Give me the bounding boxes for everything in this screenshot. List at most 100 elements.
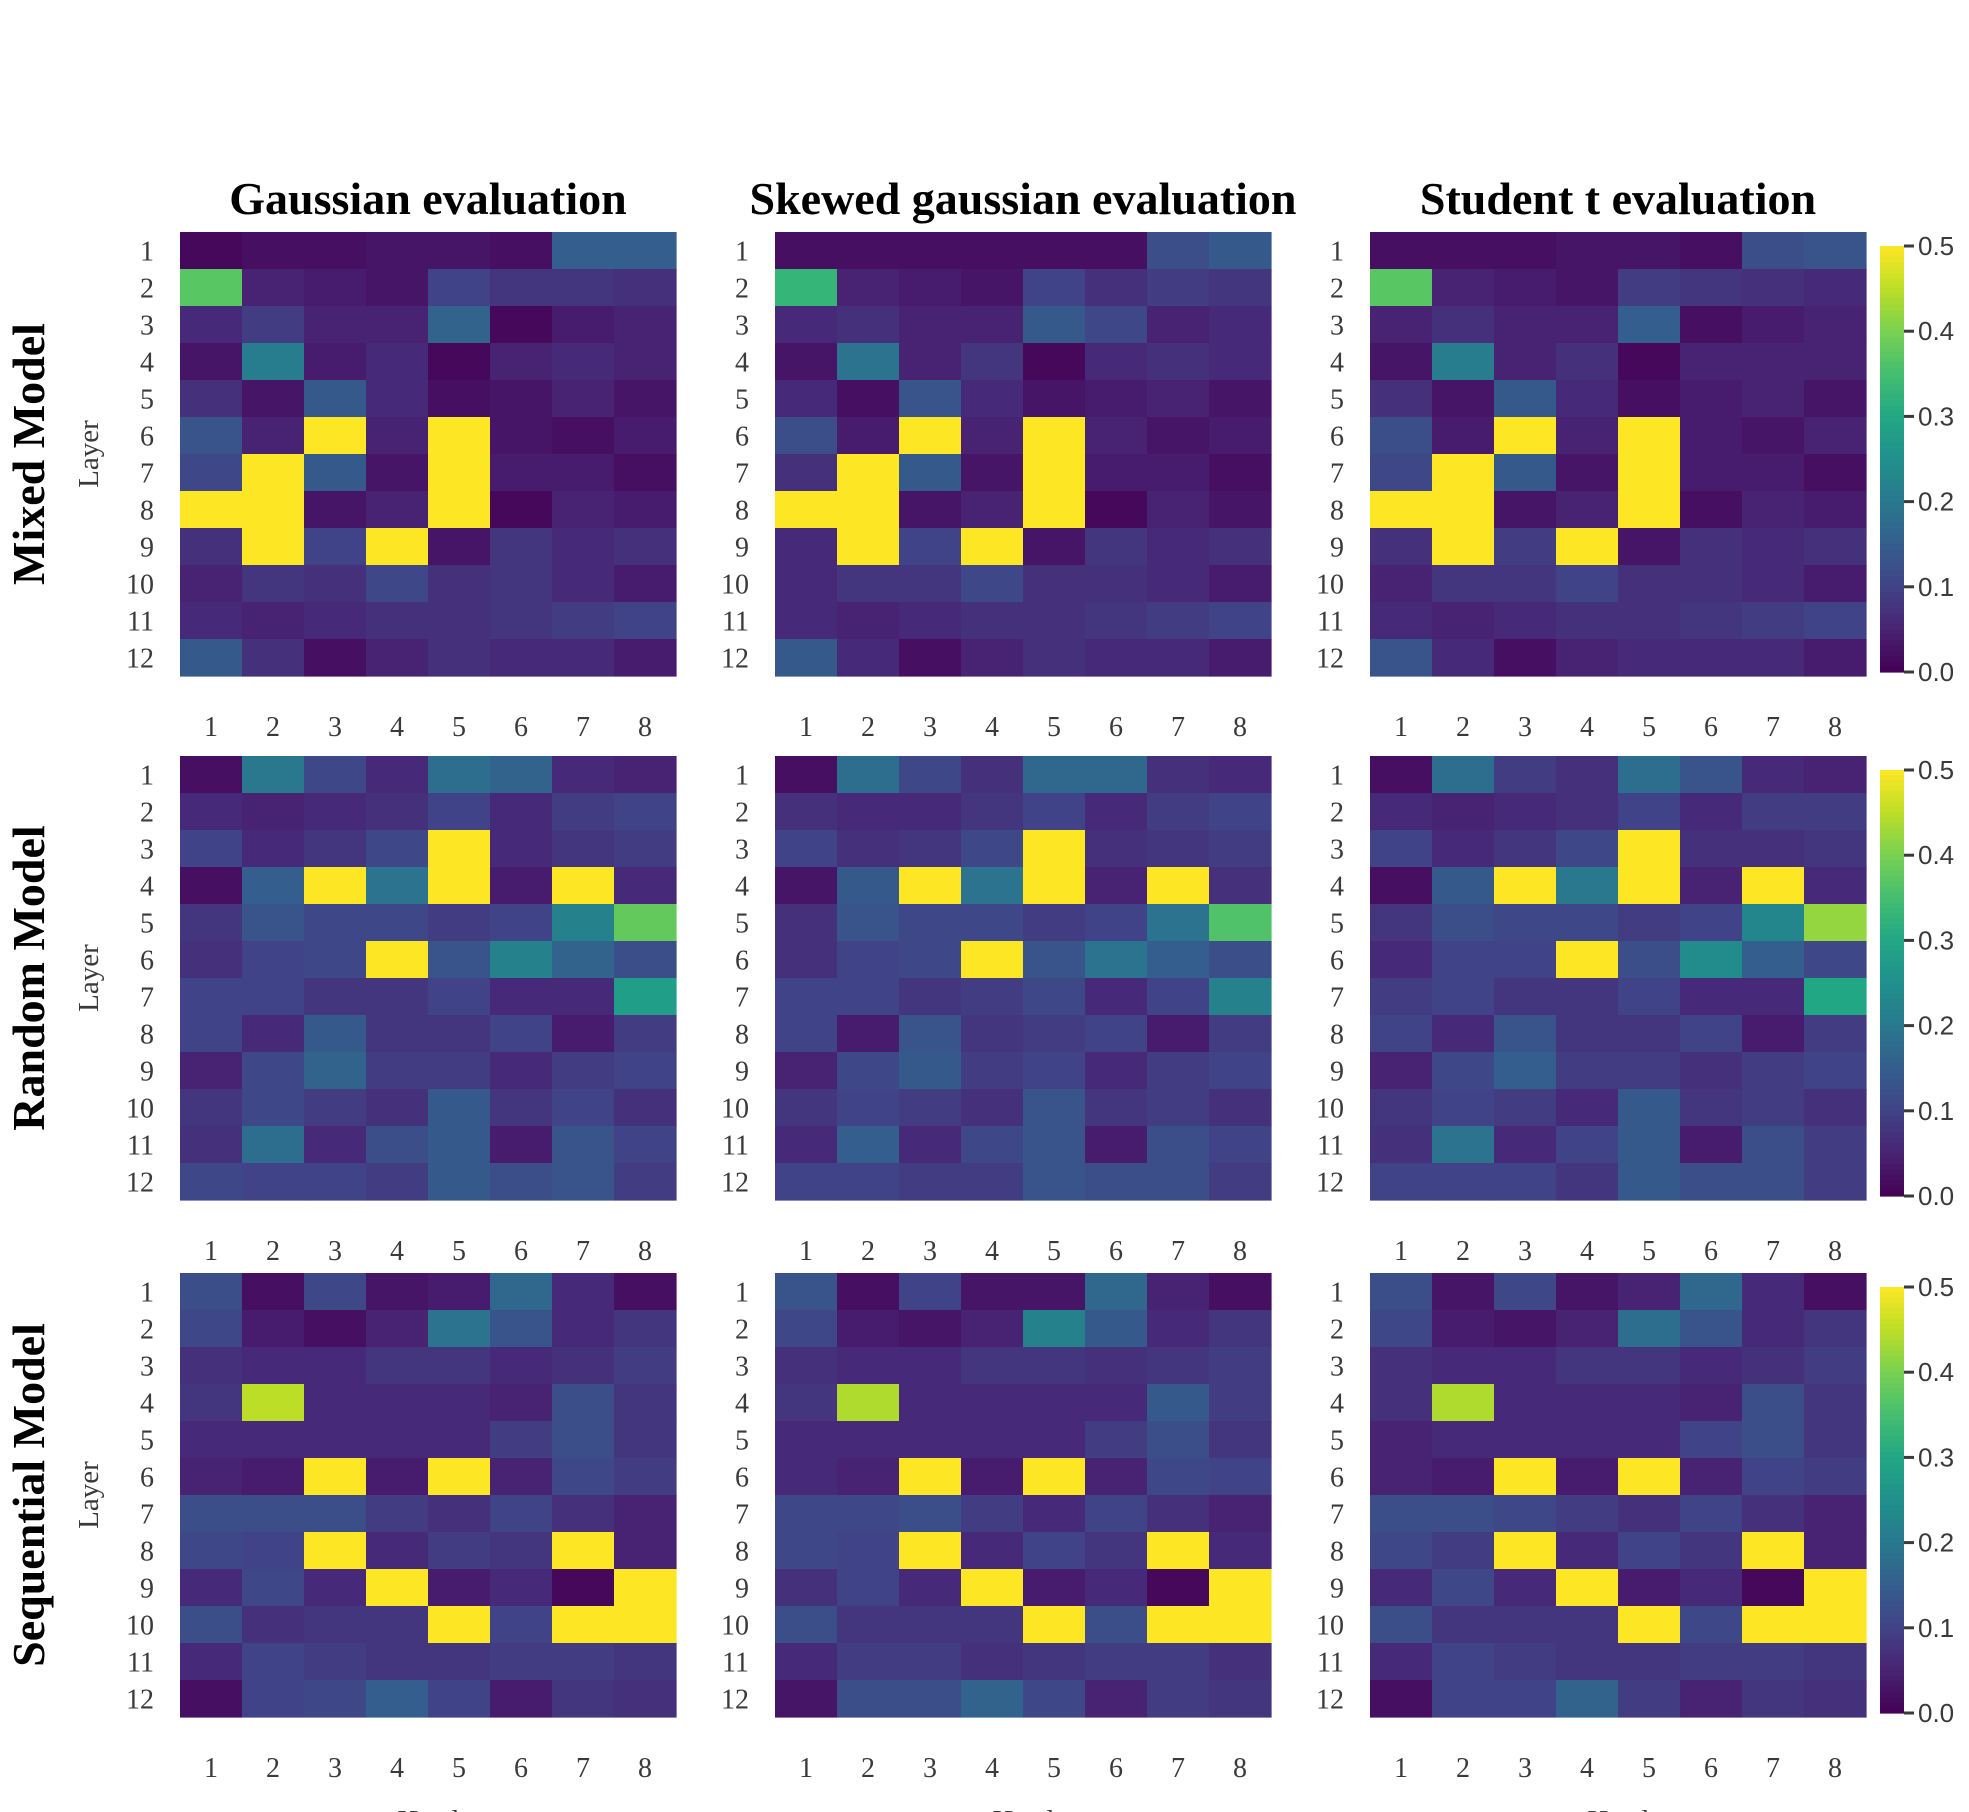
colorbar-segment xyxy=(1880,1142,1904,1149)
y-tick-label: 8 xyxy=(735,1537,749,1568)
colorbar-segment xyxy=(1880,1627,1904,1634)
colorbar-segment xyxy=(1880,1393,1904,1400)
heatmap-cell xyxy=(1494,565,1557,603)
heatmap-cell xyxy=(1618,978,1681,1016)
colorbar-segment xyxy=(1880,1041,1904,1048)
heatmap-cell xyxy=(961,1015,1024,1053)
heatmap-cell xyxy=(242,867,305,905)
heatmap-cell xyxy=(366,639,429,677)
x-tick-label: 8 xyxy=(1233,712,1247,743)
heatmap-cell xyxy=(1209,830,1272,868)
heatmap-cell xyxy=(180,380,243,418)
heatmap-cell xyxy=(1618,565,1681,603)
heatmap-cell xyxy=(1618,528,1681,566)
heatmap-cell xyxy=(614,639,677,677)
heatmap-cell xyxy=(1680,1347,1743,1385)
heatmap-cell xyxy=(614,232,677,270)
heatmap-cell xyxy=(1370,1532,1433,1570)
heatmap-cell xyxy=(837,306,900,344)
colorbar-segment xyxy=(1880,379,1904,386)
y-tick-label: 3 xyxy=(140,311,154,342)
heatmap-cell xyxy=(366,1384,429,1422)
heatmap-cell xyxy=(1432,232,1495,270)
heatmap-cell xyxy=(304,1273,367,1311)
colorbar-segment xyxy=(1880,1425,1904,1432)
heatmap-cell xyxy=(1556,1126,1619,1164)
colorbar-segment xyxy=(1880,347,1904,354)
colorbar-segment xyxy=(1880,389,1904,396)
y-tick-label: 1 xyxy=(735,237,749,268)
heatmap-cell xyxy=(1085,639,1148,677)
heatmap-cell xyxy=(961,978,1024,1016)
heatmap-cell xyxy=(242,830,305,868)
heatmap-cell xyxy=(1618,1458,1681,1496)
colorbar-segment xyxy=(1880,1414,1904,1421)
heatmap-cell xyxy=(1209,1089,1272,1127)
heatmap-cell xyxy=(1432,1458,1495,1496)
heatmap-cell xyxy=(1432,1569,1495,1607)
heatmap-cell xyxy=(775,1495,838,1533)
heatmap-cell xyxy=(428,1273,491,1311)
colorbar-segment xyxy=(1880,517,1904,524)
heatmap-cell xyxy=(837,639,900,677)
heatmap-cell xyxy=(1023,1495,1086,1533)
heatmap-cell xyxy=(1023,232,1086,270)
heatmap-cell xyxy=(180,793,243,831)
heatmap-cell xyxy=(1147,1495,1210,1533)
heatmap-cell xyxy=(180,343,243,381)
heatmap-cell xyxy=(775,1015,838,1053)
colorbar-segment xyxy=(1880,1153,1904,1160)
colorbar-segment xyxy=(1880,1185,1904,1192)
x-tick-label: 8 xyxy=(1233,1753,1247,1784)
colorbar-segment xyxy=(1880,1036,1904,1043)
heatmap-cell xyxy=(1209,1643,1272,1681)
heatmap-panel: 12345678910111212345678Head xyxy=(1316,1273,1867,1812)
heatmap-cell xyxy=(1680,1273,1743,1311)
heatmap-cell xyxy=(1209,1126,1272,1164)
colorbar-segment xyxy=(1880,315,1904,322)
x-tick-label: 5 xyxy=(452,1753,466,1784)
y-tick-label: 2 xyxy=(140,274,154,305)
heatmap-cell xyxy=(1618,1495,1681,1533)
y-tick-label: 2 xyxy=(140,1315,154,1346)
heatmap-cell xyxy=(1742,380,1805,418)
heatmap-cell xyxy=(837,1680,900,1718)
heatmap-cell xyxy=(552,1458,615,1496)
heatmap-cell xyxy=(1023,380,1086,418)
heatmap-cell xyxy=(1618,1606,1681,1644)
colorbar-segment xyxy=(1880,1436,1904,1443)
colorbar-segment xyxy=(1880,1094,1904,1101)
heatmap-cell xyxy=(1804,1347,1867,1385)
x-tick-label: 2 xyxy=(861,1236,875,1267)
heatmap-cell xyxy=(1023,1643,1086,1681)
y-tick-label: 9 xyxy=(140,533,154,564)
heatmap-cell xyxy=(614,1569,677,1607)
colorbar-segment xyxy=(1880,538,1904,545)
heatmap-cell xyxy=(1432,565,1495,603)
heatmap-cell xyxy=(304,830,367,868)
heatmap-cell xyxy=(1209,867,1272,905)
heatmap-cell xyxy=(1023,1015,1086,1053)
heatmap-cell xyxy=(1556,454,1619,492)
colorbar-segment xyxy=(1880,1484,1904,1490)
heatmap-cell xyxy=(1432,1421,1495,1459)
heatmap-cell xyxy=(552,491,615,529)
heatmap-cell xyxy=(1085,1384,1148,1422)
heatmap-cell xyxy=(180,1606,243,1644)
colorbar-segment xyxy=(1880,1553,1904,1560)
heatmap-cell xyxy=(180,1421,243,1459)
heatmap-cell xyxy=(552,1052,615,1090)
heatmap-cell xyxy=(1023,1569,1086,1607)
heatmap-cell xyxy=(614,1643,677,1681)
y-tick-label: 11 xyxy=(722,1131,749,1162)
colorbar-segment xyxy=(1880,267,1904,274)
colorbar-segment xyxy=(1880,1638,1904,1645)
x-tick-label: 7 xyxy=(576,1236,590,1267)
heatmap-cell xyxy=(775,1421,838,1459)
heatmap-cell xyxy=(1556,380,1619,418)
heatmap-cell xyxy=(614,793,677,831)
heatmap-cell xyxy=(899,565,962,603)
heatmap-cell xyxy=(1209,417,1272,455)
heatmap-cell xyxy=(552,1606,615,1644)
x-tick-label: 5 xyxy=(1642,712,1656,743)
